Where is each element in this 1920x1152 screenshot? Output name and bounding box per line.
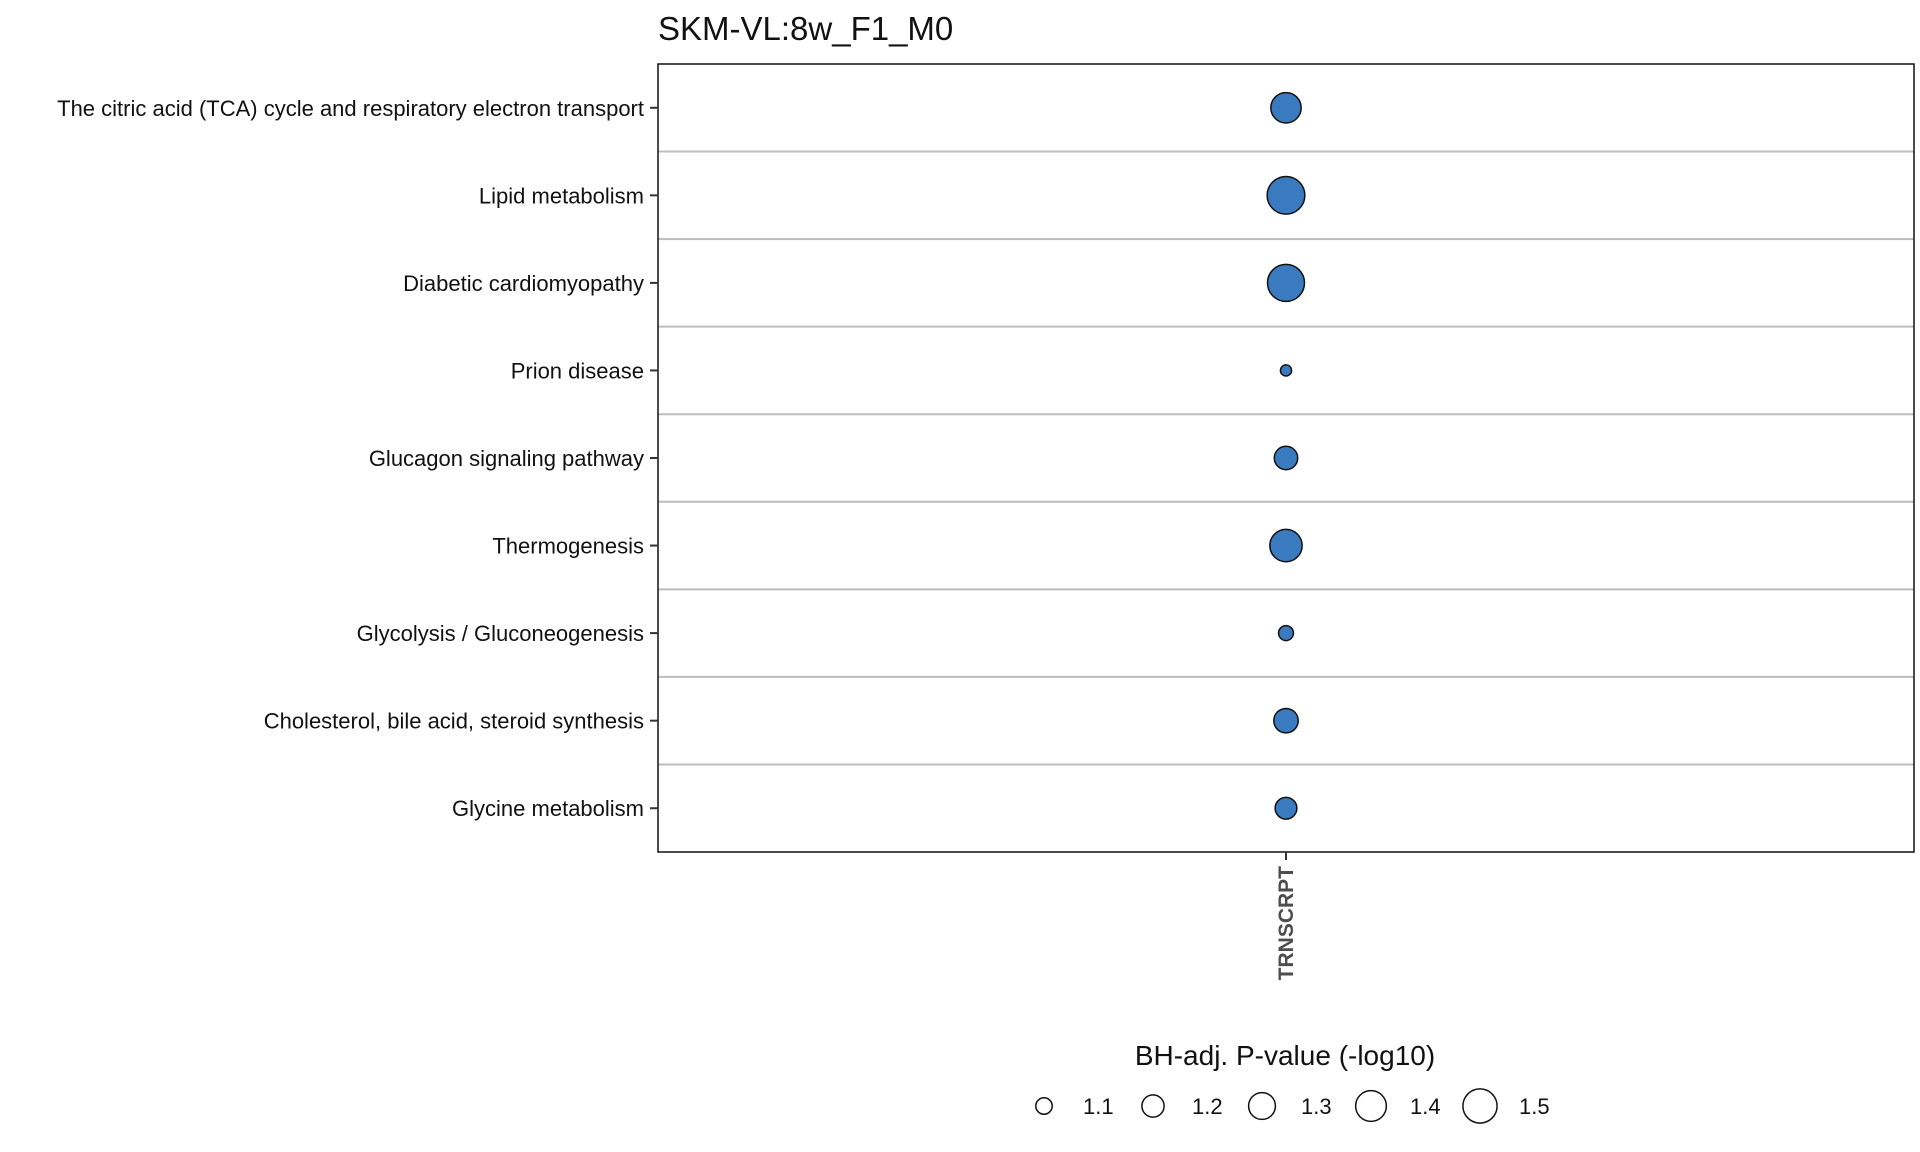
chart-title: SKM-VL:8w_F1_M0 <box>658 10 953 47</box>
data-point <box>1279 364 1293 377</box>
data-point <box>1266 175 1306 215</box>
x-axis: TRNSCRPT <box>1275 852 1298 980</box>
legend-key-circle <box>1247 1091 1277 1121</box>
legend-key-label: 1.5 <box>1519 1094 1550 1119</box>
data-point <box>1269 528 1303 563</box>
data-point <box>1277 624 1295 642</box>
y-tick-label: Thermogenesis <box>492 534 644 559</box>
y-axis: The citric acid (TCA) cycle and respirat… <box>57 96 658 821</box>
y-tick-label: Glycolysis / Gluconeogenesis <box>357 621 644 646</box>
data-point <box>1273 707 1299 734</box>
y-tick-label: Glucagon signaling pathway <box>369 446 644 471</box>
size-legend: BH-adj. P-value (-log10) 1.1 1.2 1.3 1.4 1.5 <box>1035 1040 1550 1124</box>
grid-layer <box>658 150 1914 766</box>
data-point <box>1266 263 1306 303</box>
legend-key-label: 1.2 <box>1192 1094 1223 1119</box>
points-layer <box>1266 91 1306 820</box>
legend-key-label: 1.4 <box>1410 1094 1441 1119</box>
legend-key-circle <box>1141 1094 1165 1118</box>
y-tick-label: The citric acid (TCA) cycle and respirat… <box>57 96 644 121</box>
y-tick-label: Lipid metabolism <box>479 183 644 208</box>
y-tick-label: Diabetic cardiomyopathy <box>403 271 644 296</box>
data-point <box>1273 445 1299 471</box>
legend-key-label: 1.3 <box>1301 1094 1332 1119</box>
y-tick-label: Prion disease <box>511 358 644 383</box>
data-point <box>1274 796 1298 820</box>
y-tick-label: Cholesterol, bile acid, steroid synthesi… <box>264 709 644 734</box>
legend-items: 1.1 1.2 1.3 1.4 1.5 <box>1035 1088 1550 1124</box>
legend-key-circle <box>1354 1089 1388 1123</box>
legend-key-circle <box>1035 1097 1053 1115</box>
y-tick-label: Glycine metabolism <box>452 796 644 821</box>
legend-title: BH-adj. P-value (-log10) <box>1135 1040 1435 1071</box>
x-tick-label: TRNSCRPT <box>1275 866 1298 981</box>
legend-key-label: 1.1 <box>1083 1094 1114 1119</box>
data-point <box>1270 91 1302 124</box>
legend-key-circle <box>1462 1088 1498 1124</box>
